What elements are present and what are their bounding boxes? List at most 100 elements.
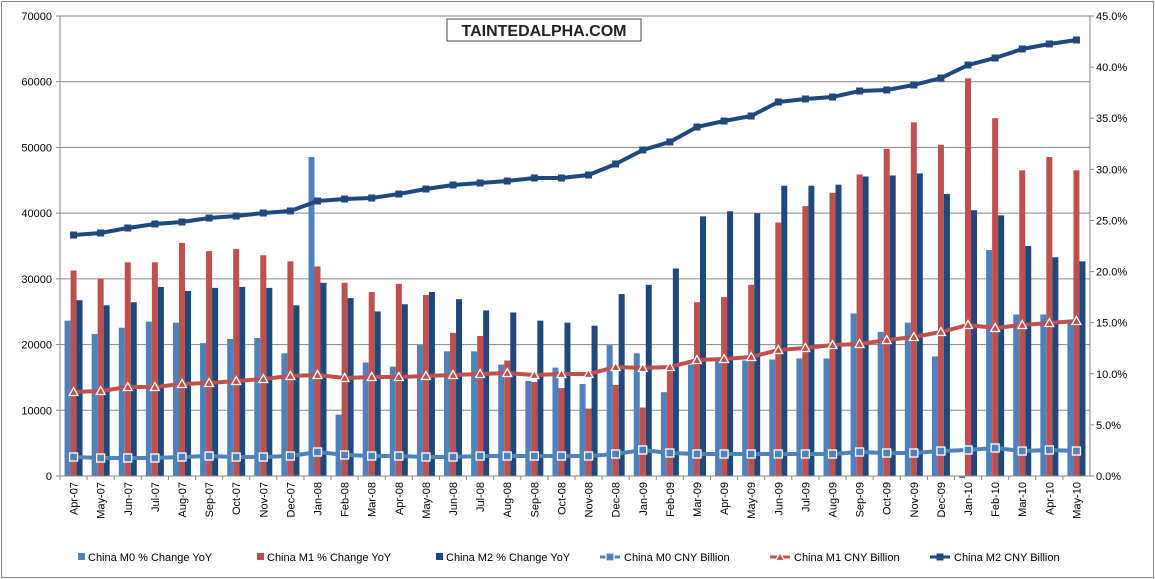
point-china-m0-cny-billion bbox=[68, 452, 79, 462]
bar-china-m2-change-yoy bbox=[537, 320, 544, 476]
bar-china-m1-change-yoy bbox=[666, 369, 673, 476]
bar-china-m0-change-yoy bbox=[525, 380, 532, 476]
bar-china-m2-change-yoy bbox=[1079, 261, 1086, 476]
legend-marker bbox=[774, 551, 786, 562]
point-china-m1-cny-billion bbox=[935, 326, 947, 337]
point-china-m1-cny-billion bbox=[853, 338, 866, 349]
bar-china-m2-change-yoy bbox=[862, 176, 869, 476]
point-china-m1-cny-billion bbox=[1070, 315, 1083, 326]
point-china-m1-cny-billion bbox=[799, 342, 812, 353]
bar-china-m2-change-yoy bbox=[401, 304, 408, 476]
bar-china-m2-change-yoy bbox=[618, 294, 625, 476]
bar-china-m1-change-yoy bbox=[206, 251, 213, 476]
point-china-m2-cny-billion bbox=[801, 95, 809, 103]
x-tick-label: Aug-08 bbox=[502, 482, 514, 517]
bar-china-m2-change-yoy bbox=[564, 322, 571, 476]
bar-china-m1-change-yoy bbox=[1046, 157, 1053, 477]
x-tick-label: Oct-07 bbox=[231, 482, 243, 515]
point-china-m1-cny-billion bbox=[366, 371, 378, 382]
bar-china-m0-change-yoy bbox=[687, 364, 694, 476]
point-china-m1-cny-billion bbox=[1016, 319, 1028, 330]
bar-china-m1-change-yoy bbox=[97, 278, 104, 476]
point-china-m2-cny-billion bbox=[97, 229, 105, 237]
x-tick-label: May-10 bbox=[1071, 482, 1083, 519]
bar-china-m2-change-yoy bbox=[916, 173, 923, 476]
point-china-m2-cny-billion bbox=[585, 171, 593, 179]
x-tick-label: Jul-07 bbox=[150, 482, 162, 512]
point-china-m2-cny-billion bbox=[286, 207, 294, 215]
bar-china-m2-change-yoy bbox=[374, 311, 381, 476]
bar-china-m1-change-yoy bbox=[422, 295, 429, 476]
right-tick-label: 25.0% bbox=[1096, 215, 1127, 227]
x-tick-label: Feb-10 bbox=[990, 482, 1002, 517]
bar-china-m2-change-yoy bbox=[456, 299, 463, 476]
bar-china-m1-change-yoy bbox=[287, 261, 294, 476]
bar-china-m1-change-yoy bbox=[124, 262, 131, 476]
bar-china-m1-change-yoy bbox=[260, 255, 267, 476]
bar-china-m0-change-yoy bbox=[308, 157, 315, 477]
point-china-m1-cny-billion bbox=[311, 369, 324, 380]
point-china-m2-cny-billion bbox=[639, 146, 647, 154]
line-china-m0-cny-billion bbox=[73, 446, 1077, 460]
point-china-m1-cny-billion bbox=[95, 385, 107, 396]
point-china-m0-cny-billion bbox=[285, 451, 296, 461]
legend: China M0 % Change YoY China M1 % Change Y… bbox=[78, 551, 1060, 564]
right-tick-label: 20.0% bbox=[1096, 267, 1127, 279]
point-china-m0-cny-billion bbox=[475, 451, 485, 461]
bar-china-m0-change-yoy bbox=[362, 362, 369, 476]
left-tick-label: 70000 bbox=[21, 11, 52, 23]
bar-china-m0-change-yoy bbox=[742, 360, 749, 476]
x-tick-label: Jul-09 bbox=[800, 482, 812, 512]
point-china-m2-cny-billion bbox=[1018, 45, 1026, 53]
point-china-m1-cny-billion bbox=[908, 331, 920, 342]
bar-china-m0-change-yoy bbox=[471, 351, 478, 476]
bar-china-m2-change-yoy bbox=[645, 284, 652, 476]
point-china-m0-cny-billion bbox=[909, 448, 919, 458]
x-tick-label: May-07 bbox=[96, 482, 108, 519]
point-china-m0-cny-billion bbox=[421, 452, 431, 462]
bar-china-m0-change-yoy bbox=[91, 333, 98, 476]
bar-china-m1-change-yoy bbox=[992, 118, 999, 476]
right-tick-label: 35.0% bbox=[1096, 113, 1127, 125]
x-tick-label: Dec-08 bbox=[611, 482, 623, 517]
bar-china-m0-change-yoy bbox=[959, 476, 966, 479]
bar-china-m2-change-yoy bbox=[591, 325, 598, 476]
point-china-m0-cny-billion bbox=[827, 449, 838, 459]
bar-china-m1-change-yoy bbox=[829, 192, 836, 476]
point-china-m2-cny-billion bbox=[774, 98, 782, 106]
bar-china-m0-change-yoy bbox=[931, 356, 938, 476]
x-tick-label: Mar-08 bbox=[367, 482, 379, 517]
right-tick-label: 10.0% bbox=[1096, 369, 1127, 381]
x-tick-label: Aug-09 bbox=[828, 482, 840, 517]
point-china-m0-cny-billion bbox=[665, 448, 675, 458]
bar-china-m0-change-yoy bbox=[498, 364, 505, 476]
bar-china-m1-change-yoy bbox=[368, 292, 375, 476]
x-tick-label: Nov-07 bbox=[258, 482, 270, 517]
point-china-m1-cny-billion bbox=[203, 377, 215, 388]
point-china-m1-cny-billion bbox=[257, 373, 269, 384]
left-tick-label: 20000 bbox=[21, 340, 52, 352]
x-tick-label: Apr-07 bbox=[69, 482, 81, 515]
bar-china-m2-change-yoy bbox=[971, 210, 978, 476]
bar-china-m2-change-yoy bbox=[130, 302, 137, 476]
point-china-m0-cny-billion bbox=[1017, 446, 1027, 456]
point-china-m2-cny-billion bbox=[368, 194, 376, 202]
bar-china-m2-change-yoy bbox=[889, 175, 896, 476]
legend-item: China M1 % Change YoY bbox=[257, 552, 392, 564]
point-china-m0-cny-billion bbox=[529, 451, 539, 461]
bar-china-m1-change-yoy bbox=[233, 249, 240, 476]
point-china-m1-cny-billion bbox=[989, 322, 1001, 333]
bar-china-m1-change-yoy bbox=[883, 148, 890, 476]
bar-china-m0-change-yoy bbox=[986, 250, 993, 476]
bar-china-m0-change-yoy bbox=[416, 345, 423, 476]
logo-text: TAINTEDALPHA.COM bbox=[461, 23, 626, 40]
point-china-m1-cny-billion bbox=[772, 344, 784, 355]
bar-china-m2-change-yoy bbox=[808, 185, 815, 476]
x-tick-label: Feb-08 bbox=[340, 482, 352, 517]
point-china-m0-cny-billion bbox=[96, 453, 106, 463]
bar-china-m1-change-yoy bbox=[477, 335, 484, 476]
x-tick-label: Oct-09 bbox=[882, 482, 894, 515]
bar-china-m0-change-yoy bbox=[335, 414, 342, 476]
bar-china-m1-change-yoy bbox=[910, 122, 917, 477]
point-china-m0-cny-billion bbox=[854, 447, 865, 457]
